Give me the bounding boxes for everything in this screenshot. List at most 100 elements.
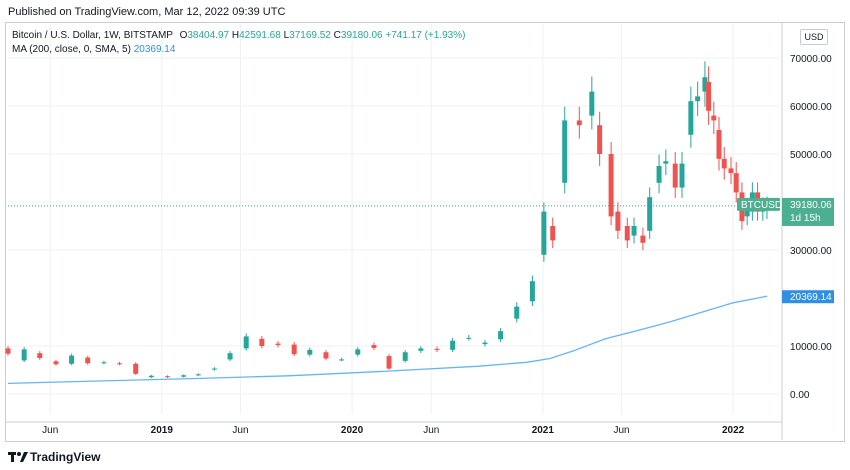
candle-body: [656, 166, 662, 183]
candle-body: [37, 353, 43, 358]
candle-body: [434, 348, 440, 350]
candle-body: [529, 281, 535, 302]
candle-body: [647, 197, 653, 231]
x-tick-label: 2020: [341, 425, 364, 436]
low-value: 37169.52: [289, 30, 331, 41]
symbol-name: Bitcoin / U.S. Dollar, 1W, BITSTAMP: [12, 30, 173, 41]
x-tick-label: 2019: [151, 425, 174, 436]
candle-body: [53, 361, 59, 365]
ma-tag-value: 20369.14: [790, 292, 832, 303]
x-tick-label: Jun: [613, 425, 629, 436]
candle-body: [323, 352, 329, 359]
candle-body: [597, 125, 603, 154]
y-tick-label: 0.00: [790, 390, 810, 401]
symbol-tag-bg: [737, 197, 780, 211]
candle-body: [624, 226, 630, 241]
candle-body: [716, 130, 722, 159]
ma-value: 20369.14: [133, 44, 176, 55]
candle-body: [85, 357, 91, 364]
candle-body: [706, 82, 712, 111]
open-label: O: [179, 30, 188, 41]
x-tick-label: Jun: [232, 425, 248, 436]
x-tick-label: Jun: [42, 425, 58, 436]
candle-body: [165, 376, 171, 378]
candle-body: [733, 173, 739, 193]
close-value: 39180.06: [340, 30, 383, 41]
currency-button[interactable]: USD: [800, 29, 828, 45]
candle-body: [211, 368, 217, 370]
candle-body: [243, 336, 249, 349]
high-label: H: [231, 30, 240, 41]
candle-body: [679, 163, 685, 188]
x-tick-label: 2021: [532, 425, 555, 436]
price-tag-countdown: 1d 15h: [790, 213, 821, 224]
candle-body: [195, 374, 201, 376]
candle-body: [695, 96, 701, 102]
candle-body: [355, 349, 361, 355]
symbol-legend: Bitcoin / U.S. Dollar, 1W, BITSTAMP O384…: [12, 30, 465, 41]
candle-body: [498, 331, 504, 340]
candle-body: [482, 342, 488, 345]
candle-body: [117, 363, 123, 365]
candle-body: [562, 120, 568, 183]
candle-body: [721, 158, 727, 169]
candle-body: [5, 348, 11, 354]
y-tick-label: 60000.00: [790, 102, 832, 113]
candle-body: [69, 355, 75, 364]
price-tag-bg: [782, 197, 834, 226]
footer: TradingView: [0, 444, 850, 470]
x-tick-label: 2022: [722, 425, 745, 436]
candle-body: [307, 349, 313, 355]
y-tick-label: 50000.00: [790, 150, 832, 161]
candle-body: [227, 353, 233, 360]
symbol-tag-label: BTCUSD: [741, 200, 782, 211]
candle-body: [371, 345, 377, 348]
x-tick-label: Jun: [423, 425, 439, 436]
publish-bar: Published on TradingView.com, Mar 12, 20…: [0, 0, 850, 24]
candle-body: [181, 375, 187, 377]
candle-body: [711, 115, 717, 121]
candle-body: [550, 226, 556, 241]
candle-body: [702, 77, 708, 92]
candle-body: [418, 348, 424, 351]
close-label: C: [333, 30, 341, 41]
candle-body: [576, 120, 582, 126]
candle-body: [672, 163, 678, 188]
candle-body: [688, 101, 694, 135]
candle-body: [275, 343, 281, 346]
candle-body: [615, 211, 621, 231]
candle-body: [259, 338, 265, 346]
candle-body: [608, 154, 614, 217]
candle-body: [631, 226, 637, 236]
candle-body: [541, 211, 547, 255]
candle-body: [589, 91, 595, 116]
candle-body: [663, 161, 669, 164]
publish-info: Published on TradingView.com, Mar 12, 20…: [8, 6, 286, 18]
candle-body: [514, 306, 520, 319]
change-value: +741.17 (+1.93%): [385, 30, 466, 41]
high-value: 42591.68: [239, 30, 281, 41]
y-tick-label: 10000.00: [790, 342, 832, 353]
candle-body: [291, 344, 297, 355]
candle-body: [339, 359, 345, 361]
candle-body: [728, 168, 734, 174]
candle-body: [744, 209, 750, 217]
candle-body: [21, 349, 27, 361]
tradingview-brand[interactable]: TradingView: [30, 450, 101, 464]
y-tick-label: 30000.00: [790, 246, 832, 257]
candle-body: [450, 340, 456, 350]
low-label: L: [283, 30, 290, 41]
ma-label: MA (200, close, 0, SMA, 5): [12, 44, 131, 55]
candle-body: [386, 356, 392, 369]
candle-body: [101, 362, 107, 364]
candle-body: [640, 235, 646, 243]
open-value: 38404.97: [187, 30, 230, 41]
candle-body: [148, 375, 154, 378]
ma-legend: MA (200, close, 0, SMA, 5) 20369.14: [12, 44, 175, 55]
ma-tag-bg: [782, 290, 834, 304]
candle-body: [466, 337, 472, 339]
candle-body: [402, 352, 408, 361]
ma-line: [7, 295, 768, 385]
y-tick-label: 70000.00: [790, 54, 832, 65]
